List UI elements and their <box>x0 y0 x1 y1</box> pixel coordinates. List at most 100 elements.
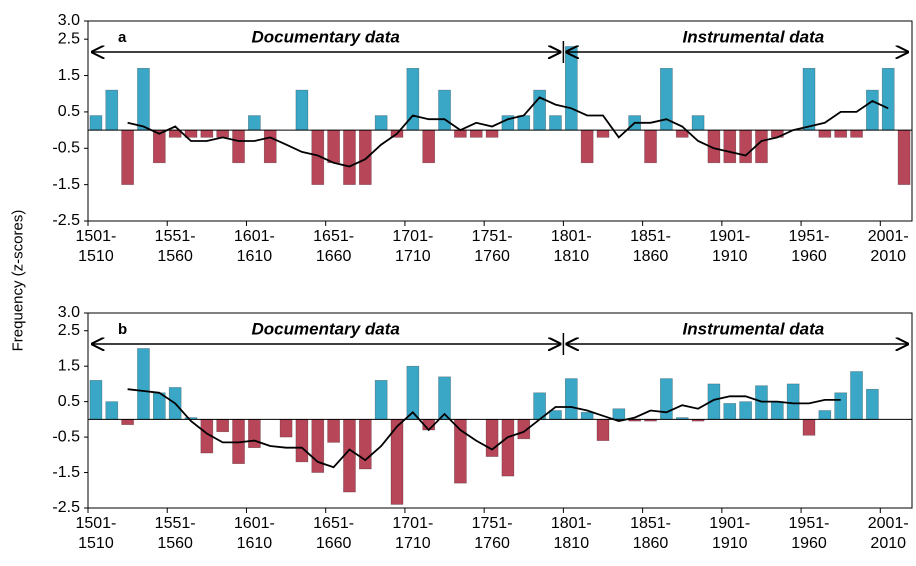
y-tick-label: -2.5 <box>52 212 80 229</box>
bar <box>152 129 166 164</box>
panel-label: a <box>118 29 127 46</box>
y-tick-label: 0.5 <box>58 103 80 120</box>
bar <box>152 392 166 420</box>
bar <box>866 388 879 420</box>
bar <box>263 129 277 164</box>
y-tick-label: 2.5 <box>58 322 80 339</box>
bar <box>89 380 103 420</box>
x-tick-label: 1601-1610 <box>233 228 275 265</box>
x-tick-label: 1951-1960 <box>788 228 830 265</box>
bar <box>660 378 673 420</box>
bar <box>137 348 150 420</box>
x-tick-label: 1851-1860 <box>630 515 671 552</box>
bar <box>121 129 134 185</box>
y-tick-label: 2.5 <box>58 30 80 47</box>
bar <box>596 129 610 138</box>
y-tick-label: -0.5 <box>52 139 80 156</box>
y-tick-label: 3.0 <box>58 304 80 321</box>
bar <box>279 419 293 438</box>
y-tick-label: 3.0 <box>58 12 80 29</box>
annotation: Documentary data <box>252 319 400 338</box>
bar <box>834 392 848 420</box>
bar <box>818 410 832 420</box>
bar <box>850 129 863 138</box>
x-tick-label: 1951-1960 <box>788 515 830 552</box>
bar <box>564 46 578 131</box>
bar <box>374 380 388 420</box>
bar <box>723 129 737 164</box>
bar <box>89 115 103 131</box>
bar <box>216 129 230 138</box>
bar <box>866 89 879 131</box>
bar <box>343 129 356 185</box>
y-tick-label: 1.5 <box>58 357 80 374</box>
bar <box>105 401 119 420</box>
bar <box>834 129 848 138</box>
annotation: Instrumental data <box>683 27 825 46</box>
x-tick-label: 1551-1560 <box>154 228 196 265</box>
bar <box>358 129 372 185</box>
bar <box>517 115 531 131</box>
x-tick-label: 1501-1510 <box>75 228 117 265</box>
bar <box>454 129 467 138</box>
plot-frame <box>87 20 913 222</box>
bar <box>612 408 626 420</box>
bar <box>105 89 119 131</box>
bar <box>485 129 499 138</box>
annotation: Instrumental data <box>683 319 825 338</box>
x-tick-label: 1901-1910 <box>709 228 751 265</box>
bar <box>802 419 816 436</box>
bar <box>311 419 325 473</box>
bar <box>327 419 340 443</box>
annotation: Documentary data <box>252 27 400 46</box>
bar <box>755 385 768 420</box>
bar <box>770 401 784 420</box>
bar <box>755 129 768 164</box>
bar <box>533 89 546 131</box>
bar <box>295 419 309 463</box>
bar <box>897 129 911 185</box>
bar <box>691 115 705 131</box>
y-tick-label: -0.5 <box>52 428 80 445</box>
bar <box>818 129 832 138</box>
bar <box>248 115 261 131</box>
bar <box>802 67 816 131</box>
bar <box>200 129 214 138</box>
bar <box>232 129 245 164</box>
plot-frame <box>87 312 913 509</box>
bar <box>216 419 230 433</box>
bar <box>438 89 451 131</box>
bar <box>580 411 594 420</box>
y-axis-label: Frequency (z-scores) <box>9 209 27 352</box>
y-tick-label: 1.5 <box>58 67 80 84</box>
x-tick-label: 1801-1810 <box>550 515 592 552</box>
x-tick-label: 2001-2010 <box>867 228 909 265</box>
x-tick-label: 1851-1860 <box>630 228 671 265</box>
bar <box>469 129 483 138</box>
bar <box>121 419 134 425</box>
bar <box>327 129 340 164</box>
bar <box>343 419 356 493</box>
bar <box>358 419 372 470</box>
bar <box>295 89 309 131</box>
bar <box>248 419 261 449</box>
y-tick-label: 0.5 <box>58 393 80 410</box>
x-tick-label: 1701-1710 <box>392 515 434 552</box>
x-tick-label: 1801-1810 <box>550 228 592 265</box>
y-tick-label: -1.5 <box>52 464 80 481</box>
bar <box>580 129 594 164</box>
bar <box>549 115 562 131</box>
bar <box>374 115 388 131</box>
bar <box>549 410 562 420</box>
bar <box>850 371 863 420</box>
running-mean-line <box>127 388 841 469</box>
x-tick-label: 1901-1910 <box>709 515 751 552</box>
bar <box>881 67 895 131</box>
x-tick-label: 1701-1710 <box>392 228 434 265</box>
x-tick-label: 1651-1660 <box>313 515 355 552</box>
bar <box>485 419 499 457</box>
x-tick-label: 1551-1560 <box>154 515 196 552</box>
x-tick-label: 1501-1510 <box>75 515 117 552</box>
